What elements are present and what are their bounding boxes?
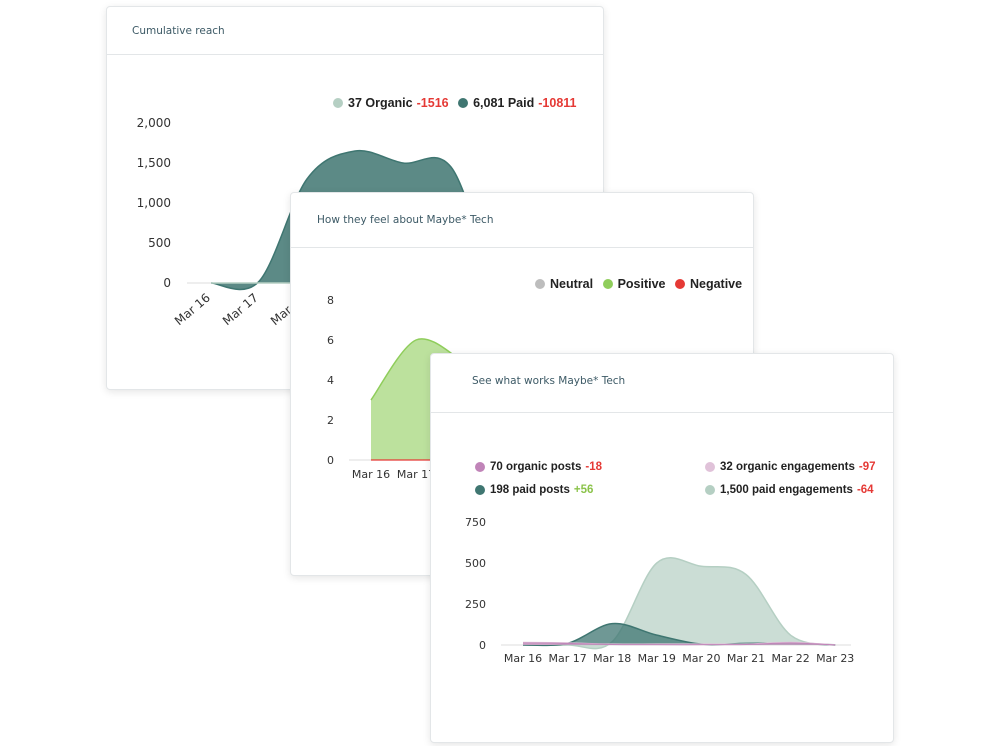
legend-label: 70 organic posts <box>490 461 582 473</box>
what-works-card: See what works Maybe* Tech 70 organic po… <box>430 353 894 743</box>
legend-label: Negative <box>689 277 743 291</box>
card-title: See what works Maybe* Tech <box>472 375 626 387</box>
card-title: Cumulative reach <box>132 25 225 37</box>
legend-item-paid[interactable]: 6,081 Paid -10811 <box>458 96 576 110</box>
y-tick-label: 750 <box>465 516 486 529</box>
legend-item-organic-posts[interactable]: 70 organic posts -18 <box>475 461 602 473</box>
legend-label: 32 organic engagements <box>720 461 855 473</box>
x-tick-label: Mar 19 <box>638 652 676 665</box>
legend-label: 1,500 paid engagements <box>720 484 853 496</box>
organic-posts-dot-icon <box>475 462 485 472</box>
y-tick-label: 2,000 <box>137 116 171 130</box>
series-area-paid-posts <box>523 623 836 646</box>
legend-label: Neutral <box>550 277 594 291</box>
x-tick-label: Mar 23 <box>816 652 854 665</box>
what-works-chart: 0 250 500 750 Mar 16 Mar 17 Mar 18 Mar 19 Mar 20… <box>465 516 854 665</box>
y-tick-label: 4 <box>327 374 334 387</box>
legend-label: 6,081 Paid <box>473 96 535 110</box>
y-tick-label: 0 <box>327 454 334 467</box>
legend-label: 198 paid posts <box>490 484 570 496</box>
legend-delta: -97 <box>858 461 876 473</box>
x-tick-label: Mar 22 <box>771 652 809 665</box>
card-header: See what works Maybe* Tech <box>431 354 893 413</box>
x-tick-label: Mar 16 <box>172 291 213 329</box>
y-tick-label: 500 <box>465 557 486 570</box>
chart-legend: Neutral Positive Negative <box>535 277 748 292</box>
x-tick-label: Mar 17 <box>220 291 261 329</box>
legend-delta: -1516 <box>416 96 449 110</box>
paid-engagements-dot-icon <box>705 485 715 495</box>
organic-dot-icon <box>333 98 343 108</box>
series-line-organic-posts <box>522 642 836 646</box>
chart-legend: 37 Organic -1516 6,081 Paid -10811 <box>333 96 582 111</box>
card-title: How they feel about Maybe* Tech <box>317 214 494 226</box>
x-tick-label: Mar 18 <box>593 652 631 665</box>
legend-delta: -18 <box>585 461 603 473</box>
y-tick-label: 0 <box>163 276 171 290</box>
organic-engagements-dot-icon <box>705 462 715 472</box>
positive-dot-icon <box>602 279 613 289</box>
legend-item-paid-posts[interactable]: 198 paid posts +56 <box>475 484 593 496</box>
legend-item-paid-engagements[interactable]: 1,500 paid engagements -64 <box>705 484 874 496</box>
y-tick-label: 8 <box>327 294 334 307</box>
x-tick-label: Mar 16 <box>352 468 390 481</box>
negative-dot-icon <box>674 279 685 289</box>
y-tick-label: 1,500 <box>137 156 171 170</box>
y-tick-label: 250 <box>465 598 486 611</box>
legend-item-neutral[interactable]: Neutral <box>535 277 593 291</box>
legend-item-organic[interactable]: 37 Organic -1516 <box>333 96 449 110</box>
x-tick-label: Mar 17 <box>397 468 435 481</box>
x-tick-label: Mar 20 <box>682 652 720 665</box>
legend-delta: +56 <box>573 484 594 496</box>
legend-label: Positive <box>617 277 666 291</box>
y-tick-label: 500 <box>148 236 171 250</box>
legend-item-negative[interactable]: Negative <box>674 277 743 291</box>
paid-dot-icon <box>458 98 469 108</box>
y-tick-label: 1,000 <box>137 196 171 210</box>
card-header: Cumulative reach <box>107 7 603 55</box>
legend-item-positive[interactable]: Positive <box>602 277 666 291</box>
x-tick-label: Mar 16 <box>504 652 542 665</box>
legend-delta: -64 <box>856 484 874 496</box>
neutral-dot-icon <box>535 279 545 289</box>
series-line-paid-engagements <box>522 557 836 650</box>
x-tick-label: Mar 21 <box>727 652 765 665</box>
y-tick-label: 2 <box>327 414 334 427</box>
legend-delta: -10811 <box>538 96 577 110</box>
y-tick-label: 6 <box>327 334 334 347</box>
paid-posts-dot-icon <box>475 485 485 495</box>
card-header: How they feel about Maybe* Tech <box>291 193 753 248</box>
series-area-paid-engagements <box>523 557 836 649</box>
series-line-positive <box>370 338 462 401</box>
x-tick-label: Mar 17 <box>548 652 586 665</box>
legend-item-organic-engagements[interactable]: 32 organic engagements -97 <box>705 461 875 473</box>
legend-label: 37 Organic <box>348 96 413 110</box>
y-tick-label: 0 <box>479 639 486 652</box>
